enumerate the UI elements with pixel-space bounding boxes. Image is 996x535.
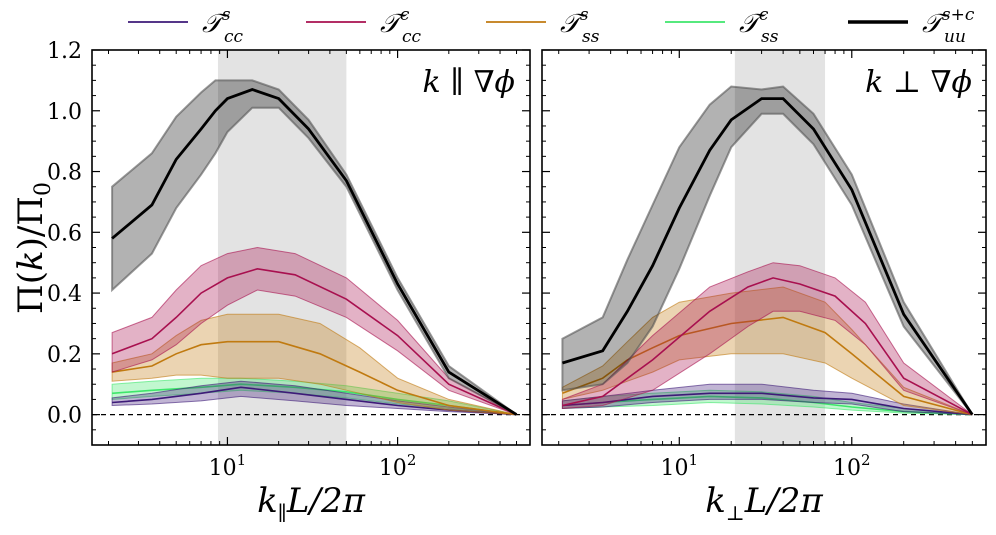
left-line-Tcc_c [111, 267, 517, 416]
right-band-Tcc_s [561, 383, 973, 416]
xlabel-right-rest: L/2π [744, 481, 824, 521]
right-plot-area [542, 50, 986, 445]
right-xtick-label: 102 [833, 451, 871, 481]
right-line-Tss_s [562, 316, 973, 416]
right-band-Tss_s [561, 286, 973, 416]
left-line-Tcc_s [112, 386, 517, 416]
legend-sup: s+c [942, 5, 975, 25]
x-axis-title-right: k⊥L/2π [705, 481, 823, 525]
left-band-Tcc_c [111, 246, 517, 416]
legend-sub: ss [761, 27, 779, 47]
left-annotation: k ∥ ∇ϕ [422, 65, 515, 100]
left-xtick-label: 102 [379, 451, 417, 481]
right-line-Tuu_sc [561, 97, 974, 416]
legend-label-Tcc_c: 𝒯c cc [380, 5, 422, 47]
right-line-Tcc_c [562, 277, 973, 416]
left-xtick-exp: 1 [237, 451, 247, 469]
ylabel-pi0: Π [11, 196, 51, 226]
ylabel-zero: 0 [31, 182, 56, 196]
ytick-label: 0.4 [47, 282, 82, 307]
right-ticks: 101 102 [542, 49, 987, 481]
left-line-Tuu_sc [111, 88, 518, 416]
ytick-label: 1.0 [47, 100, 82, 125]
ytick-label: 0.8 [47, 161, 82, 186]
ylabel-close: )/ [11, 225, 51, 250]
right-band-Tuu_sc [561, 85, 974, 416]
right-panel: 101 102 k ⊥ ∇ϕ [541, 49, 987, 481]
x-axis-title-left: k∥L/2π [257, 481, 366, 525]
left-line-Tss_s [111, 340, 517, 416]
right-xtick-exp: 1 [689, 451, 699, 469]
ylabel-pi: Π [11, 284, 51, 314]
left-xtick-label: 101 [209, 451, 247, 481]
xlabel-right-sub: ⊥ [726, 501, 745, 525]
ylabel-open: ( [11, 271, 51, 284]
legend-sub: cc [224, 27, 244, 47]
legend-label-Tcc_s: 𝒯s cc [202, 5, 244, 47]
right-shaded-band [734, 50, 826, 445]
left-xtick-base: 10 [209, 456, 237, 481]
legend-sub: ss [582, 27, 600, 47]
legend-sup: s [580, 5, 589, 25]
legend-sup: c [400, 5, 410, 25]
right-xtick-exp: 2 [861, 451, 871, 469]
ytick-label: 1.2 [47, 39, 82, 64]
left-band-Tss_s [111, 313, 517, 416]
left-line-Tss_c [112, 383, 517, 416]
right-xtick-label: 101 [661, 451, 699, 481]
right-xtick-base: 10 [833, 456, 861, 481]
left-xtick-exp: 2 [407, 451, 417, 469]
ytick-label: 0.0 [47, 404, 82, 429]
right-line-Tss_c [562, 395, 973, 416]
xlabel-left-rest: L/2π [286, 481, 366, 521]
left-xtick-base: 10 [379, 456, 407, 481]
legend-sup: s [222, 5, 231, 25]
xlabel-left-sub: ∥ [278, 501, 287, 525]
right-xtick-base: 10 [661, 456, 689, 481]
right-annotation: k ⊥ ∇ϕ [865, 65, 972, 100]
ytick-label: 0.2 [47, 343, 82, 368]
legend-label-Tss_c: 𝒯c ss [739, 5, 779, 47]
legend-label-Tss_s: 𝒯s ss [560, 5, 600, 47]
legend-sub: uu [944, 27, 966, 47]
legend-sup: c [759, 5, 769, 25]
right-band-Tcc_c [561, 262, 973, 416]
xlabel-right-k: k [705, 481, 726, 521]
ylabel-k: k [11, 250, 51, 271]
left-plot-area [92, 50, 530, 445]
legend: 𝒯s cc 𝒯c cc 𝒯s ss 𝒯c ss 𝒯s+c uu [128, 5, 975, 47]
legend-label-Tuu_sc: 𝒯s+c uu [922, 5, 975, 47]
y-axis-title: Π(k)/Π0 [11, 182, 56, 314]
legend-sub: cc [402, 27, 422, 47]
xlabel-left-k: k [257, 481, 278, 521]
left-band-Tuu_sc [111, 79, 518, 416]
ytick-label: 0.6 [47, 221, 82, 246]
